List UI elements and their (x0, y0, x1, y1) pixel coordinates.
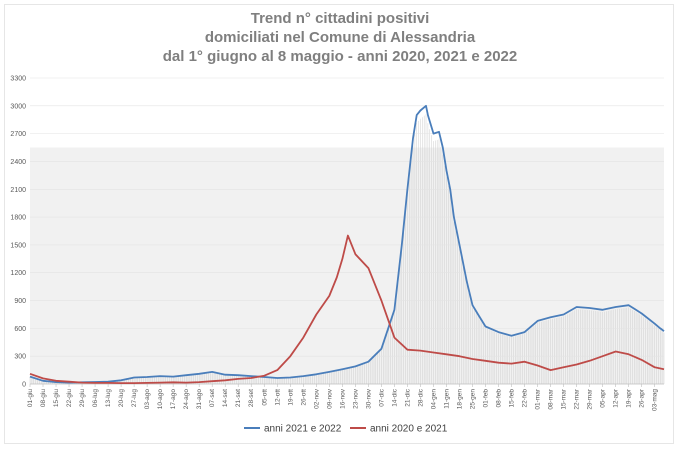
y-tick-label: 600 (14, 326, 26, 333)
y-tick-label: 0 (22, 382, 26, 389)
x-tick-label: 26-apr (639, 388, 646, 408)
x-tick-label: 04-gen (430, 389, 437, 410)
chart-title-line-2: domiciliati nel Comune di Alessandria (204, 29, 476, 46)
x-tick-label: 21-set (235, 389, 242, 407)
x-tick-label: 10-ago (157, 389, 164, 410)
x-tick-label: 22-giu (66, 389, 73, 407)
x-tick-label: 16-nov (339, 388, 346, 409)
x-tick-label: 28-dic (417, 388, 424, 406)
x-tick-label: 27-lug (131, 389, 138, 407)
y-tick-label: 2700 (10, 131, 26, 138)
x-tick-label: 17-ago (170, 389, 177, 410)
x-tick-label: 19-ott (287, 389, 294, 406)
y-tick-label: 2400 (10, 159, 26, 166)
x-tick-label: 12-apr (613, 388, 620, 408)
x-tick-label: 14-dic (391, 388, 398, 406)
x-tick-label: 12-ott (274, 389, 281, 406)
y-tick-label: 1200 (10, 270, 26, 277)
x-tick-label: 08-mar (548, 388, 555, 409)
x-tick-label: 23-nov (352, 388, 359, 409)
x-tick-label: 03-ago (144, 389, 151, 410)
x-tick-label: 06-lug (92, 389, 99, 407)
x-tick-label: 15-giu (53, 389, 60, 407)
x-tick-label: 08-giu (40, 389, 47, 407)
x-tick-label: 26-ott (300, 389, 307, 406)
x-tick-label: 13-lug (105, 389, 112, 407)
x-tick-label: 30-nov (365, 388, 372, 409)
y-tick-label: 2100 (10, 187, 26, 194)
x-tick-label: 02-nov (313, 388, 320, 409)
y-tick-label: 3300 (10, 76, 26, 83)
series-line-1 (29, 104, 665, 384)
x-tick-label: 01-mar (535, 388, 542, 409)
x-tick-label: 05-apr (600, 388, 607, 408)
series-line-2 (29, 234, 665, 385)
x-tick-label: 07-dic (378, 388, 385, 406)
x-tick-label: 08-feb (496, 389, 503, 408)
y-tick-label: 3000 (10, 103, 26, 110)
x-tick-label: 09-nov (326, 388, 333, 409)
x-tick-label: 22-feb (522, 389, 529, 408)
chart-title-line-3: dal 1° giugno al 8 maggio - anni 2020, 2… (162, 48, 518, 65)
x-tick-label: 20-lug (118, 389, 125, 407)
y-tick-label: 1500 (10, 242, 26, 249)
x-tick-label: 15-mar (561, 388, 568, 409)
x-tick-label: 28-set (248, 389, 255, 407)
y-tick-label: 900 (14, 298, 26, 305)
x-tick-label: 11-gen (443, 389, 450, 409)
legend-label-2: anni 2020 e 2021 (370, 424, 448, 435)
x-tick-label: 05-ott (261, 389, 268, 406)
plot-area-shade (30, 147, 664, 384)
x-tick-label: 25-gen (469, 389, 476, 410)
x-tick-label: 21-dic (404, 388, 411, 406)
x-tick-label: 31-ago (196, 389, 203, 410)
legend-label-1: anni 2021 e 2022 (264, 424, 342, 435)
x-tick-label: 18-gen (456, 389, 463, 410)
x-tick-label: 29-giu (79, 389, 86, 407)
y-tick-label: 300 (14, 354, 26, 361)
x-tick-label: 24-ago (183, 389, 190, 410)
x-tick-label: 03-mag (652, 389, 659, 411)
x-tick-label: 19-apr (626, 388, 633, 408)
x-tick-label: 01-giu (27, 389, 34, 407)
x-tick-label: 22-mar (574, 388, 581, 409)
x-tick-label: 07-set (209, 389, 216, 407)
x-tick-label: 29-mar (587, 388, 594, 409)
x-tick-label: 14-set (222, 389, 229, 407)
chart-title-line-1: Trend n° cittadini positivi (250, 10, 430, 27)
y-tick-label: 1800 (10, 215, 26, 222)
x-tick-label: 01-feb (483, 389, 490, 408)
x-tick-label: 15-feb (509, 389, 516, 408)
